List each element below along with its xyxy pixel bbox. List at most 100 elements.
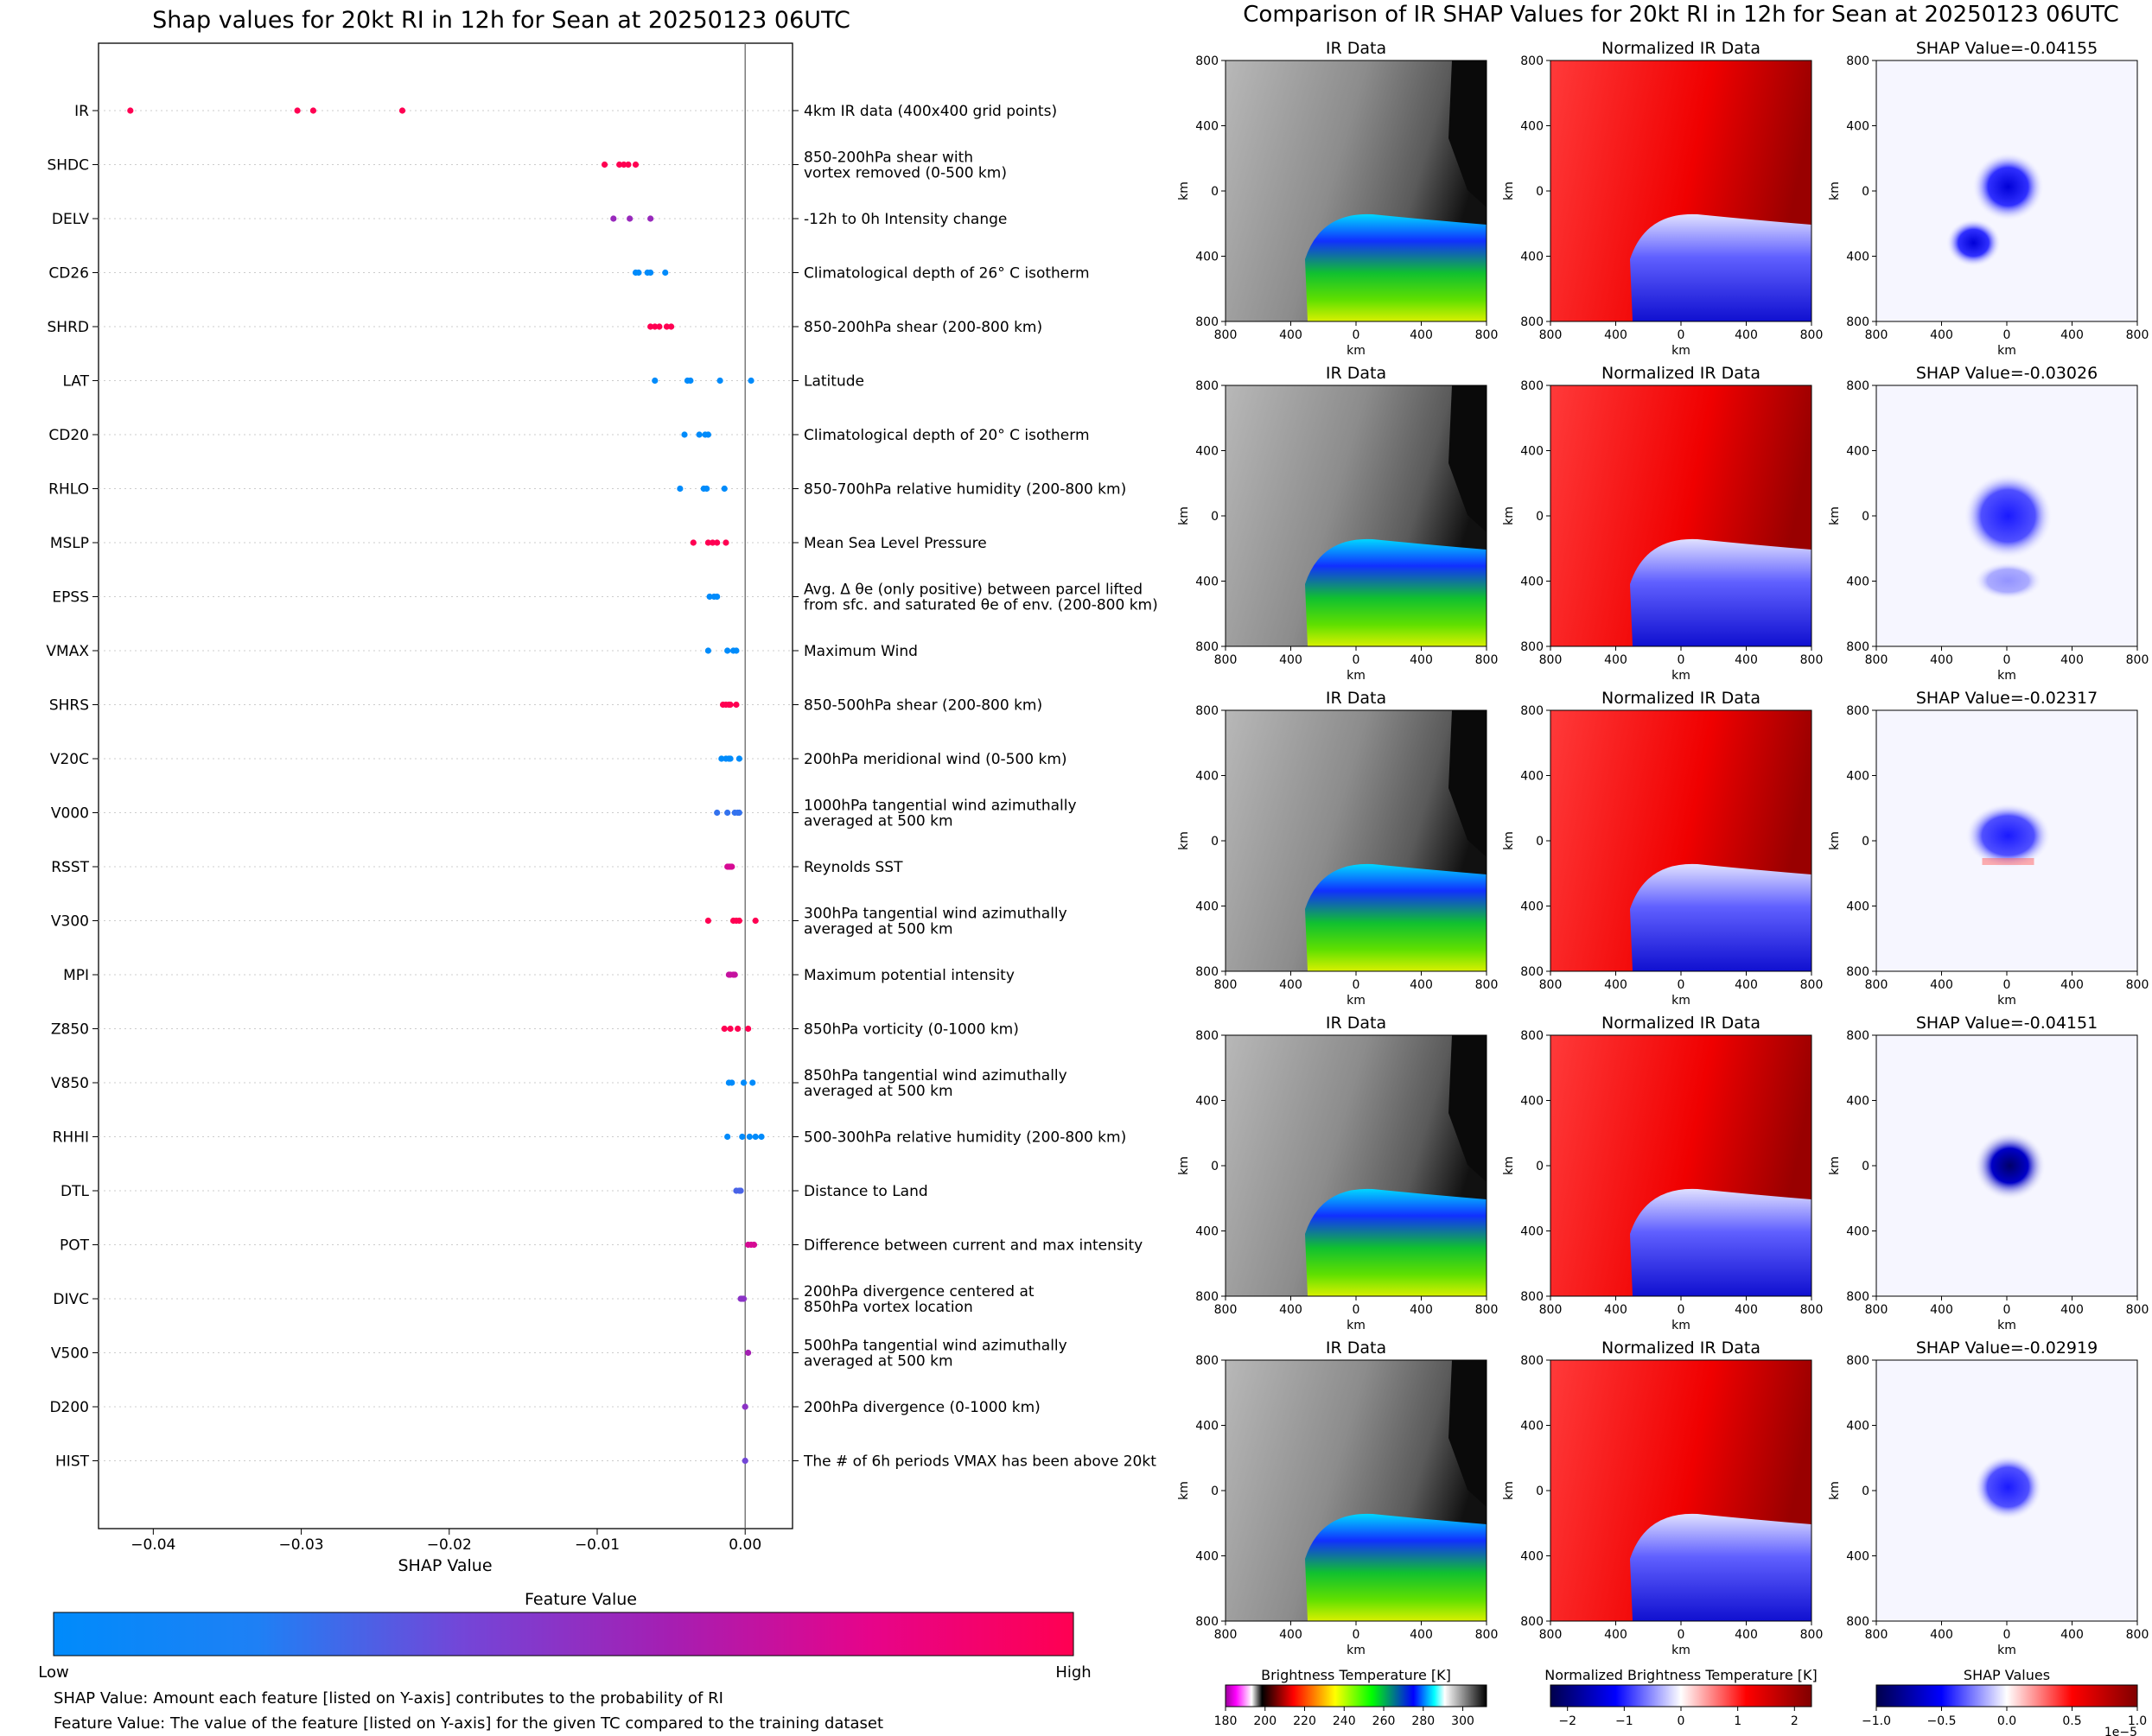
feature-label: POT — [60, 1237, 90, 1255]
feature-row-dtl: DTL Distance to Land — [60, 1183, 928, 1200]
feature-label: V000 — [51, 805, 89, 823]
norm-cloud-band — [1630, 863, 1811, 971]
panel-title: SHAP Value=-0.02317 — [1916, 689, 2098, 708]
panel-title: Normalized IR Data — [1601, 689, 1760, 708]
feature-label: DTL — [60, 1183, 89, 1200]
ir-land-dark — [1448, 385, 1487, 532]
y-tick-label: 800 — [1195, 54, 1219, 68]
feature-row-pot: POT Difference between current and max in… — [60, 1237, 1143, 1255]
ir-land-dark — [1448, 60, 1487, 207]
x-tick-label: 400 — [2060, 1303, 2084, 1317]
y-tick-label: 800 — [1195, 704, 1219, 718]
x-tick-label: −0.04 — [131, 1536, 175, 1554]
feature-row-mslp: MSLP Mean Sea Level Pressure — [50, 535, 987, 552]
x-tick-label: 0 — [1678, 1303, 1685, 1317]
shap-point — [758, 1133, 765, 1141]
feature-label: V300 — [51, 913, 89, 931]
y-axis-label: km — [1177, 831, 1191, 850]
x-tick-label: 800 — [1800, 978, 1824, 992]
y-axis-label: km — [1828, 181, 1842, 200]
y-axis-label: km — [1177, 1481, 1191, 1500]
feature-row-delv: DELV -12h to 0h Intensity change — [52, 211, 1007, 228]
x-axis-label: km — [1997, 669, 2016, 683]
feature-row-lat: LAT Latitude — [62, 373, 864, 391]
y-tick-label: 800 — [1846, 1029, 1869, 1043]
x-tick-label: 400 — [1410, 653, 1433, 667]
y-tick-label: 800 — [1846, 965, 1869, 979]
y-tick-label: 400 — [1520, 770, 1544, 784]
x-tick-label: 800 — [1800, 1628, 1824, 1642]
colorbar-tick-label: 180 — [1214, 1714, 1238, 1728]
normalized-ir-panel: Normalized IR Data8008004004000040040080… — [1502, 689, 1823, 1008]
x-tick-label: 400 — [1604, 328, 1627, 342]
y-axis-label: km — [1177, 1156, 1191, 1175]
x-tick-label: 400 — [1604, 653, 1627, 667]
y-tick-label: 400 — [1846, 770, 1869, 784]
y-tick-label: 400 — [1195, 445, 1219, 459]
x-tick-label: 0 — [2003, 1303, 2011, 1317]
y-tick-label: 800 — [1846, 315, 1869, 329]
y-tick-label: 800 — [1520, 640, 1544, 654]
x-axis-label: km — [1997, 1319, 2016, 1332]
x-tick-label: 400 — [1410, 1303, 1433, 1317]
y-tick-label: 0 — [1536, 835, 1544, 849]
shap-point — [718, 755, 725, 762]
ir-cloud-band — [1305, 1188, 1487, 1296]
feature-description: averaged at 500 km — [804, 813, 953, 830]
y-tick-label: 400 — [1195, 251, 1219, 264]
y-axis-label: km — [1828, 506, 1842, 525]
x-tick-label: 800 — [1214, 978, 1238, 992]
norm-cloud-band — [1630, 213, 1811, 321]
y-tick-label: 800 — [1195, 1029, 1219, 1043]
y-tick-label: 800 — [1520, 704, 1544, 718]
x-tick-label: 0 — [1353, 1303, 1360, 1317]
x-axis-label: km — [1347, 994, 1366, 1008]
shap-point — [647, 323, 654, 330]
x-tick-label: 400 — [1930, 653, 1953, 667]
colorbar-tick-label: 260 — [1372, 1714, 1396, 1728]
shap-point — [704, 539, 712, 546]
x-axis-label: km — [1671, 669, 1690, 683]
colorbar-tick-label: 1 — [1734, 1714, 1741, 1728]
shap-point — [610, 215, 617, 222]
x-tick-label: 400 — [2060, 328, 2084, 342]
feature-row-v850: V850 850hPa tangential wind azimuthallyav… — [51, 1067, 1067, 1100]
shap-point — [723, 539, 729, 546]
feature-row-vmax: VMAX Maximum Wind — [46, 643, 917, 660]
x-tick-label: 400 — [1735, 1303, 1758, 1317]
colorbar-offset: 1e−5 — [2104, 1726, 2137, 1736]
y-tick-label: 800 — [1846, 1615, 1869, 1629]
feature-label: HIST — [55, 1453, 90, 1471]
x-tick-label: 800 — [1475, 1303, 1499, 1317]
x-tick-label: 800 — [1539, 978, 1563, 992]
y-tick-label: 400 — [1195, 900, 1219, 914]
y-tick-label: 800 — [1195, 1615, 1219, 1629]
x-tick-label: 0.00 — [729, 1536, 761, 1554]
x-tick-label: 800 — [1475, 978, 1499, 992]
y-tick-label: 800 — [1520, 315, 1544, 329]
x-axis-label: km — [1347, 1319, 1366, 1332]
shap-point — [745, 1025, 752, 1033]
x-tick-label: 800 — [2126, 978, 2149, 992]
shap-point — [294, 107, 301, 114]
shap-point — [740, 1079, 748, 1086]
y-tick-label: 400 — [1520, 120, 1544, 134]
shap-point — [735, 917, 742, 925]
panel-title: SHAP Value=-0.04151 — [1916, 1014, 2098, 1033]
panel-title: SHAP Value=-0.02919 — [1916, 1339, 2098, 1358]
y-tick-label: 0 — [1862, 835, 1869, 849]
feature-description: 300hPa tangential wind azimuthally — [804, 906, 1067, 923]
x-tick-label: 0 — [1678, 978, 1685, 992]
y-tick-label: 400 — [1195, 1225, 1219, 1239]
x-tick-label: 800 — [1865, 328, 1888, 342]
feature-description: 850hPa tangential wind azimuthally — [804, 1067, 1067, 1084]
feature-description: Distance to Land — [804, 1183, 928, 1200]
colorbar-title: Brightness Temperature [K] — [1261, 1667, 1451, 1683]
feature-description: 200hPa meridional wind (0-500 km) — [804, 751, 1067, 768]
y-tick-label: 0 — [1536, 510, 1544, 524]
y-tick-label: 800 — [1195, 640, 1219, 654]
shap-point — [704, 917, 712, 925]
feature-description: 850hPa vortex location — [804, 1299, 973, 1316]
x-axis-label: SHAP Value — [398, 1556, 492, 1575]
y-axis-label: km — [1502, 1481, 1516, 1500]
